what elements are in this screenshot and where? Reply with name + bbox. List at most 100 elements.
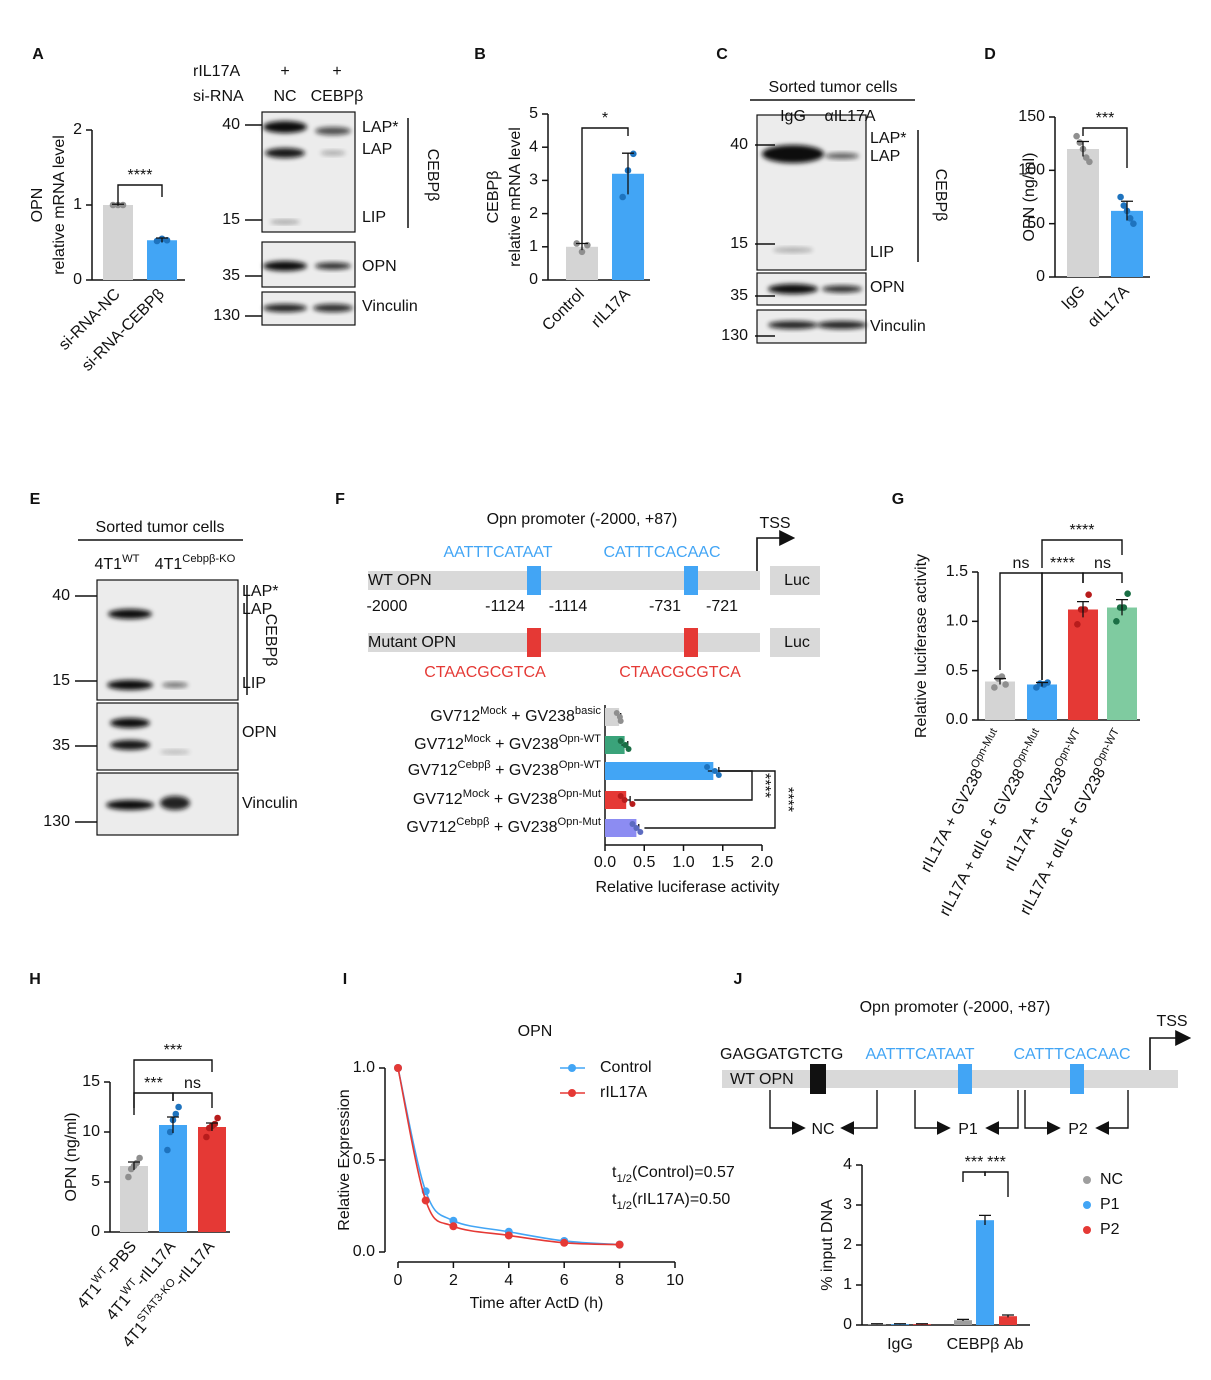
band-label: OPN	[362, 258, 397, 275]
x-category-label: Control	[539, 286, 588, 335]
sig-bracket	[581, 127, 629, 243]
x-category-label-part: 4T1	[104, 1292, 135, 1324]
nc-region	[810, 1064, 826, 1094]
x-tick-label: 6	[560, 1272, 569, 1289]
position-label: -2000	[367, 598, 408, 615]
y-category-label-part: Cebpβ	[458, 759, 491, 771]
legend-marker	[1083, 1201, 1091, 1209]
sig-bracket	[133, 1092, 174, 1108]
legend-marker	[568, 1089, 576, 1097]
annotation-part: 1/2	[616, 1200, 632, 1212]
y-tick-label: 2	[73, 121, 82, 138]
y-category-label-part: Mock	[463, 788, 490, 800]
x-tick-label: 8	[615, 1272, 624, 1289]
x-tick-label: 1.5	[712, 854, 734, 871]
annotation: t1/2(rIL17A)=0.50	[612, 1191, 730, 1212]
y-category-label-part: + GV238	[489, 791, 557, 808]
data-point	[637, 829, 644, 835]
site-seq: CATTTCACAAC	[1013, 1046, 1130, 1063]
tss-arrow	[756, 530, 796, 571]
lane-label: αIL17A	[824, 108, 875, 125]
data-point	[617, 718, 624, 724]
x-category-label: IgG	[1059, 283, 1089, 313]
annotation: t1/2(Control)=0.57	[612, 1164, 735, 1185]
y-tick-label: 1	[529, 238, 538, 255]
data-point	[617, 738, 624, 744]
band-label: OPN	[242, 724, 277, 741]
primer-arrow	[1095, 1090, 1129, 1135]
error-bar	[1116, 598, 1128, 616]
site-seq: AATTTCATAAT	[865, 1046, 974, 1063]
data-point	[214, 1114, 221, 1122]
y-tick-label: 0	[529, 271, 538, 288]
y-axis-label: OPN (ng/ml)	[63, 1113, 80, 1202]
group-label: CEBPβ	[932, 169, 949, 222]
data-point	[1126, 215, 1134, 222]
blot-band	[817, 321, 867, 329]
binding-site	[1070, 1064, 1084, 1094]
blot-header: +	[280, 63, 289, 80]
data-point	[715, 772, 722, 778]
annotation-part: (rIL17A)=0.50	[632, 1191, 730, 1208]
blot-band	[160, 750, 190, 754]
y-category-label: GV712Mock + GV238Opn-WT	[414, 733, 601, 753]
legend-marker	[568, 1064, 576, 1072]
x-category-label-part: Opn-Mut	[969, 726, 1000, 771]
blot-band	[110, 740, 150, 750]
sig-label: ns	[184, 1075, 201, 1092]
y-tick-label: 1	[843, 1276, 852, 1293]
sig-label: ns	[1013, 555, 1030, 572]
construct-label: WT OPN	[368, 572, 432, 589]
mw-marker: 40	[730, 136, 748, 153]
blot-band	[768, 284, 818, 294]
data-point	[630, 150, 637, 158]
y-category-label-part: Mock	[480, 705, 507, 717]
error-bar	[979, 1214, 991, 1225]
band-label: LIP	[362, 209, 386, 226]
sig-label: ***	[987, 1154, 1006, 1171]
error-bar	[1077, 140, 1089, 157]
y-tick-label: 0.5	[353, 1151, 375, 1168]
error-bar	[167, 1116, 179, 1133]
data-point	[1120, 202, 1128, 209]
y-category-label-part: GV712	[414, 736, 464, 753]
band-label: LAP*	[870, 130, 906, 147]
legend-label: rIL17A	[600, 1084, 647, 1101]
primer-label: P2	[1068, 1121, 1088, 1138]
bar	[1068, 609, 1098, 720]
y-category-label: GV712Cebpβ + GV238Opn-Mut	[406, 816, 601, 836]
bar	[976, 1220, 994, 1325]
luc-label: Luc	[784, 572, 810, 589]
band-label: LAP*	[242, 583, 278, 600]
y-category-label-part: + GV238	[507, 708, 575, 725]
panel-label: C	[716, 46, 728, 63]
bar	[1067, 149, 1099, 277]
y-tick-label: 10	[82, 1123, 100, 1140]
y-category-label: GV712Mock + GV238Opn-Mut	[413, 788, 602, 808]
blot-band	[762, 145, 824, 163]
data-point	[1076, 139, 1084, 146]
y-axis-label: relative mRNA level	[507, 127, 524, 267]
y-tick-label: 5	[529, 105, 538, 122]
y-category-label-part: Cebpβ	[456, 816, 489, 828]
sig-bracket	[962, 1171, 986, 1182]
sig-label: ****	[1070, 522, 1095, 539]
mw-marker: 35	[730, 287, 748, 304]
panel-label: G	[892, 491, 904, 508]
blot-band	[768, 321, 818, 329]
y-tick-label: 50	[1027, 215, 1045, 232]
blot-band	[162, 682, 188, 688]
y-category-label: GV712Mock + GV238basic	[430, 705, 601, 725]
data-point	[119, 201, 127, 209]
x-axis-label: Relative luciferase activity	[595, 879, 779, 896]
y-axis-label: OPN	[29, 188, 46, 223]
data-point	[172, 1110, 180, 1118]
annotation-part: 1/2	[616, 1173, 632, 1185]
site-seq: AATTTCATAAT	[443, 544, 552, 561]
sig-label: ****	[779, 787, 796, 812]
y-axis-label: relative mRNA level	[51, 135, 68, 275]
y-tick-label: 2	[843, 1236, 852, 1253]
y-category-label-part: + GV238	[491, 762, 559, 779]
data-point	[449, 1216, 458, 1225]
